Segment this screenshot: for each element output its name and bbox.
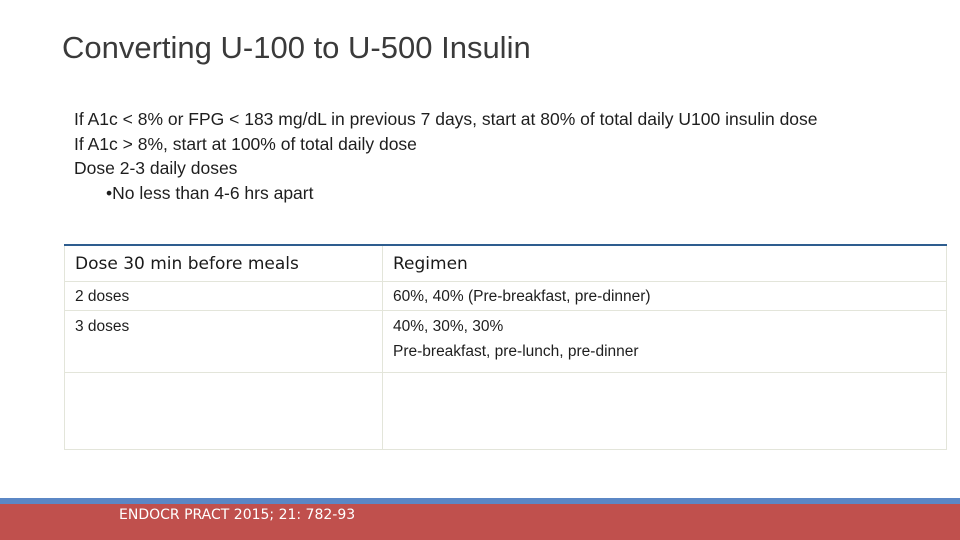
bullet-a1c-over-8: If A1c > 8%, start at 100% of total dail…: [74, 133, 417, 154]
cell-regimen: [382, 372, 947, 450]
slide-title: Converting U-100 to U-500 Insulin: [62, 30, 531, 65]
sub-bullet-spacing: •No less than 4-6 hrs apart: [106, 182, 314, 203]
bullet-list: If A1c < 8% or FPG < 183 mg/dL in previo…: [74, 107, 818, 205]
regimen-line: 60%, 40% (Pre-breakfast, pre-dinner): [393, 287, 651, 305]
table-row: 3 doses 40%, 30%, 30% Pre-breakfast, pre…: [64, 310, 947, 373]
regimen-line: 40%, 30%, 30%: [393, 318, 504, 335]
cell-regimen: 60%, 40% (Pre-breakfast, pre-dinner): [382, 281, 947, 311]
cell-dose: 3 doses: [64, 310, 383, 373]
header-regimen: Regimen: [382, 244, 947, 282]
header-dose: Dose 30 min before meals: [64, 244, 383, 282]
bullet-daily-doses: Dose 2-3 daily doses: [74, 158, 238, 178]
cell-dose: 2 doses: [64, 281, 383, 311]
table-row: 2 doses 60%, 40% (Pre-breakfast, pre-din…: [64, 281, 947, 311]
footer-red-band: [0, 504, 960, 540]
cell-dose: [64, 372, 383, 450]
table-header-row: Dose 30 min before meals Regimen: [64, 244, 947, 282]
footer-blue-band: [0, 498, 960, 504]
table-row-empty: [64, 372, 947, 450]
cell-regimen: 40%, 30%, 30% Pre-breakfast, pre-lunch, …: [382, 310, 947, 373]
bullet-a1c-under-8: If A1c < 8% or FPG < 183 mg/dL in previo…: [74, 109, 818, 129]
dose-regimen-table: Dose 30 min before meals Regimen 2 doses…: [64, 244, 947, 450]
citation: ENDOCR PRACT 2015; 21: 782-93: [119, 507, 356, 523]
regimen-line: Pre-breakfast, pre-lunch, pre-dinner: [393, 343, 639, 360]
